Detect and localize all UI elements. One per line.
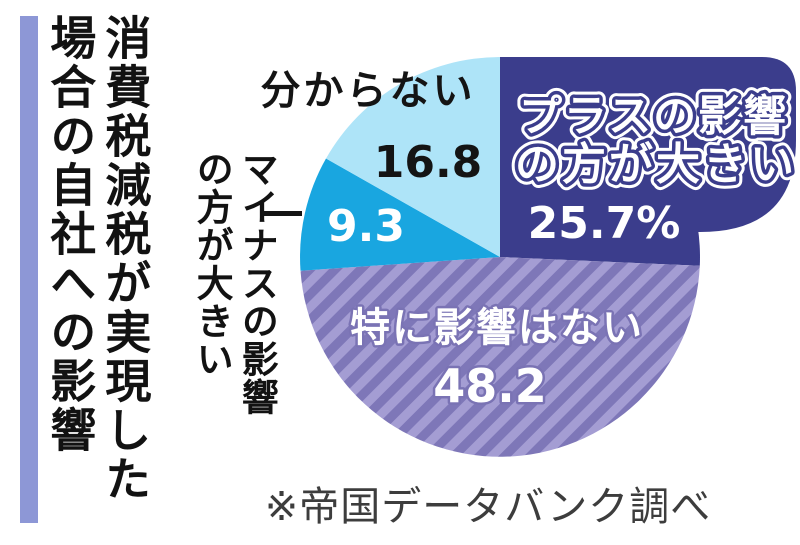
chart-title-vertical: 消費税減税が実現した 場合の自社への影響 bbox=[42, 14, 152, 538]
plus-slice-value: 25.7% bbox=[528, 198, 681, 249]
title-accent-bar bbox=[20, 16, 38, 523]
minus-slice-label-vertical: マイナスの影響 の方が大きい bbox=[189, 150, 279, 460]
minus-connector-line bbox=[262, 211, 302, 216]
chart-title-line-2: 場合の自社への影響 bbox=[43, 14, 98, 455]
unknown-slice-label: 分からない bbox=[261, 68, 476, 114]
minus-label-line-1: マイナスの影響 bbox=[235, 150, 279, 416]
pie-slice-3 bbox=[326, 57, 500, 257]
minus-slice-value: 9.3 bbox=[327, 201, 405, 252]
chart-title-line-1: 消費税減税が実現した bbox=[98, 14, 153, 504]
pie-slice-1 bbox=[300, 257, 700, 457]
minus-label-line-2: の方が大きい bbox=[190, 150, 234, 378]
plus-label-line-1: プラスの影響 bbox=[519, 92, 788, 142]
none-slice-value: 48.2 bbox=[433, 359, 547, 413]
plus-label-line-2: の方が大きい bbox=[515, 139, 797, 190]
pie-slice-2 bbox=[300, 158, 500, 271]
source-note: ※帝国データバンク調べ bbox=[265, 484, 712, 530]
plus-label-line-2-halo: の方が大きい bbox=[515, 139, 797, 190]
unknown-slice-value: 16.8 bbox=[374, 137, 483, 188]
none-slice-label: 特に影響はない bbox=[350, 305, 644, 351]
plus-label-bubble bbox=[500, 57, 796, 232]
plus-label-line-1-halo: プラスの影響 bbox=[519, 92, 788, 142]
